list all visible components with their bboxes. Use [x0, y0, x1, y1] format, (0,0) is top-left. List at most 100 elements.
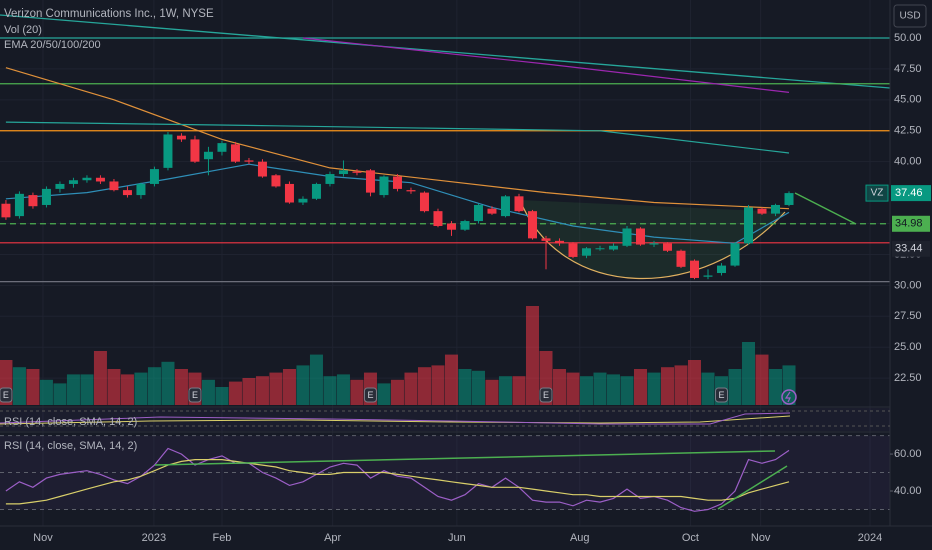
candle-body — [217, 143, 227, 152]
y-tick-label: 27.50 — [894, 310, 922, 322]
candle-body — [433, 211, 443, 227]
candle-body — [771, 204, 781, 214]
chart-title: Verizon Communications Inc., 1W, NYSE — [4, 8, 214, 20]
volume-bar — [377, 383, 391, 405]
price-tag-symbol: VZ — [871, 188, 884, 199]
volume-bar — [606, 374, 620, 405]
rsi-line — [5, 447, 790, 512]
currency-button[interactable] — [893, 4, 927, 28]
candle-body — [122, 190, 132, 196]
rsi-tick-label: 60.00 — [894, 448, 922, 460]
candle-body — [595, 248, 605, 250]
candle-body — [690, 260, 700, 278]
candle-body — [352, 171, 362, 173]
y-tick-label: 30.00 — [894, 279, 922, 291]
candle-body — [676, 250, 686, 267]
ema-line — [302, 37, 790, 93]
earnings-icon — [0, 387, 13, 403]
volume-bar — [566, 372, 580, 405]
volume-bar — [350, 379, 364, 405]
y-tick-label: 50.00 — [894, 32, 922, 44]
rsi-line — [5, 459, 790, 505]
candle-body — [757, 208, 767, 214]
indicator-label: EMA 20/50/100/200 — [4, 39, 101, 51]
volume-bar — [390, 379, 404, 405]
volume-bar — [120, 374, 134, 405]
y-tick-label: 22.50 — [894, 372, 922, 384]
volume-bar — [552, 369, 566, 405]
y-tick-label: 45.00 — [894, 94, 922, 106]
volume-bar — [53, 383, 67, 405]
volume-bar — [444, 354, 458, 405]
currency-label[interactable]: USD — [899, 11, 920, 22]
volume-bar — [12, 367, 26, 405]
candle-body — [325, 174, 335, 184]
volume-bar — [620, 376, 634, 405]
level-label: 33.44 — [895, 243, 923, 255]
candle-body — [68, 180, 78, 184]
cup-fill — [520, 200, 785, 279]
volume-bar — [336, 374, 350, 405]
volume-bar — [742, 342, 756, 405]
x-tick-label: Apr — [324, 532, 341, 544]
candle-body — [149, 169, 159, 184]
candle-body — [744, 207, 754, 244]
x-tick-label: Oct — [682, 532, 699, 544]
volume-bar — [593, 372, 607, 405]
candle-body — [541, 238, 551, 241]
volume-bar — [26, 369, 40, 405]
candle-body — [257, 161, 267, 177]
trend-line — [0, 14, 891, 89]
candle-body — [230, 144, 240, 162]
volume-bar — [431, 365, 445, 405]
event-icon[interactable] — [781, 389, 797, 405]
volume-bar — [647, 372, 661, 405]
candle-body — [163, 134, 173, 168]
candle-body — [514, 196, 524, 212]
volume-bar — [174, 369, 188, 405]
rsi-label: RSI (14, close, SMA, 14, 2) — [4, 416, 137, 428]
volume-bar — [134, 372, 148, 405]
candle-body — [460, 221, 470, 230]
earnings-label: E — [192, 390, 198, 400]
x-tick-label: Jun — [448, 532, 466, 544]
volume-bar — [323, 376, 337, 405]
level-label-box — [892, 240, 930, 257]
volume-bar — [661, 367, 674, 405]
x-tick-label: 2024 — [858, 532, 882, 544]
volume-bar — [255, 376, 269, 405]
volume-bar — [701, 372, 715, 405]
earnings-icon — [188, 387, 202, 403]
candle-body — [14, 193, 24, 217]
volume-bar — [66, 374, 80, 405]
candle-body — [568, 243, 578, 257]
volume-bar — [674, 365, 688, 405]
volume-bar — [485, 379, 499, 405]
candle-body — [717, 265, 727, 274]
volume-bar — [728, 369, 742, 405]
projection-arrow — [794, 192, 857, 225]
rsi-mini-pane — [0, 408, 890, 431]
volume-bar — [39, 379, 53, 405]
level-label-box — [892, 215, 930, 232]
candle-body — [298, 198, 308, 203]
volume-bar — [769, 369, 783, 405]
x-tick-label: Nov — [751, 532, 771, 544]
level-label: 34.98 — [895, 218, 923, 230]
volume-bar — [107, 369, 121, 405]
candle-body — [271, 175, 281, 187]
candle-body — [203, 151, 213, 160]
candle-body — [487, 208, 497, 214]
volume-bar — [309, 354, 323, 405]
volume-bar — [782, 365, 796, 405]
volume-bar — [296, 365, 310, 405]
earnings-icon — [715, 387, 729, 403]
candle-body — [176, 135, 186, 140]
y-tick-label: 25.00 — [894, 341, 922, 353]
rsi-mini-line — [0, 412, 791, 425]
ema-line — [5, 67, 790, 210]
candle-body — [406, 190, 416, 192]
volume-bar — [633, 369, 647, 405]
